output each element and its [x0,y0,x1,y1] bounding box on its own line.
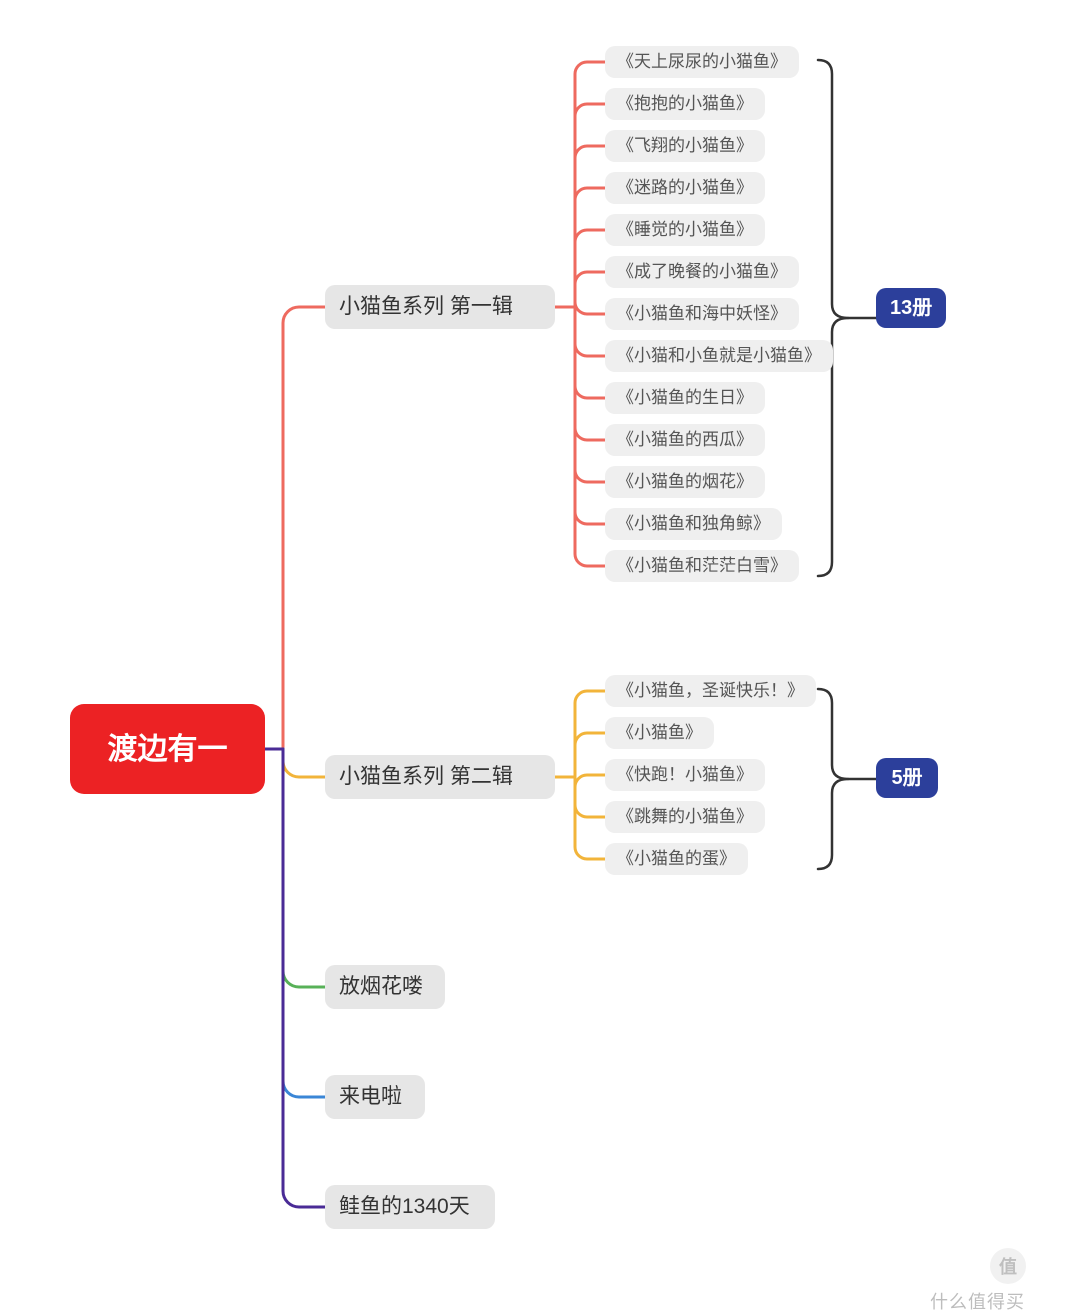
leaf-node[interactable]: 《成了晚餐的小猫鱼》 [605,256,799,288]
branch-node[interactable]: 鲑鱼的1340天 [325,1185,495,1229]
leaf-node[interactable]: 《飞翔的小猫鱼》 [605,130,765,162]
leaf-node[interactable]: 《抱抱的小猫鱼》 [605,88,765,120]
leaf-node[interactable]: 《小猫鱼和茫茫白雪》 [605,550,799,582]
leaf-node[interactable]: 《快跑！小猫鱼》 [605,759,765,791]
leaf-node[interactable]: 《小猫鱼的生日》 [605,382,765,414]
leaf-node[interactable]: 《小猫鱼和海中妖怪》 [605,298,799,330]
branch-node[interactable]: 来电啦 [325,1075,425,1119]
watermark-logo: 值 [990,1248,1026,1284]
leaf-node[interactable]: 《小猫鱼的烟花》 [605,466,765,498]
branch-node[interactable]: 小猫鱼系列 第二辑 [325,755,555,799]
count-badge: 5册 [876,758,938,798]
leaf-node[interactable]: 《迷路的小猫鱼》 [605,172,765,204]
branch-node[interactable]: 小猫鱼系列 第一辑 [325,285,555,329]
connector-layer [0,0,1080,1313]
leaf-node[interactable]: 《小猫鱼和独角鲸》 [605,508,782,540]
branch-node[interactable]: 放烟花喽 [325,965,445,1009]
watermark-text: 什么值得买 [930,1288,1025,1313]
leaf-node[interactable]: 《天上尿尿的小猫鱼》 [605,46,799,78]
count-badge: 13册 [876,288,946,328]
leaf-node[interactable]: 《小猫鱼，圣诞快乐！》 [605,675,816,707]
leaf-node[interactable]: 《小猫鱼的蛋》 [605,843,748,875]
leaf-node[interactable]: 《跳舞的小猫鱼》 [605,801,765,833]
leaf-node[interactable]: 《小猫和小鱼就是小猫鱼》 [605,340,833,372]
leaf-node[interactable]: 《睡觉的小猫鱼》 [605,214,765,246]
leaf-node[interactable]: 《小猫鱼》 [605,717,714,749]
leaf-node[interactable]: 《小猫鱼的西瓜》 [605,424,765,456]
root-node[interactable]: 渡边有一 [70,704,265,794]
mindmap-canvas: 渡边有一 小猫鱼系列 第一辑小猫鱼系列 第二辑放烟花喽来电啦鲑鱼的1340天 《… [0,0,1080,1313]
